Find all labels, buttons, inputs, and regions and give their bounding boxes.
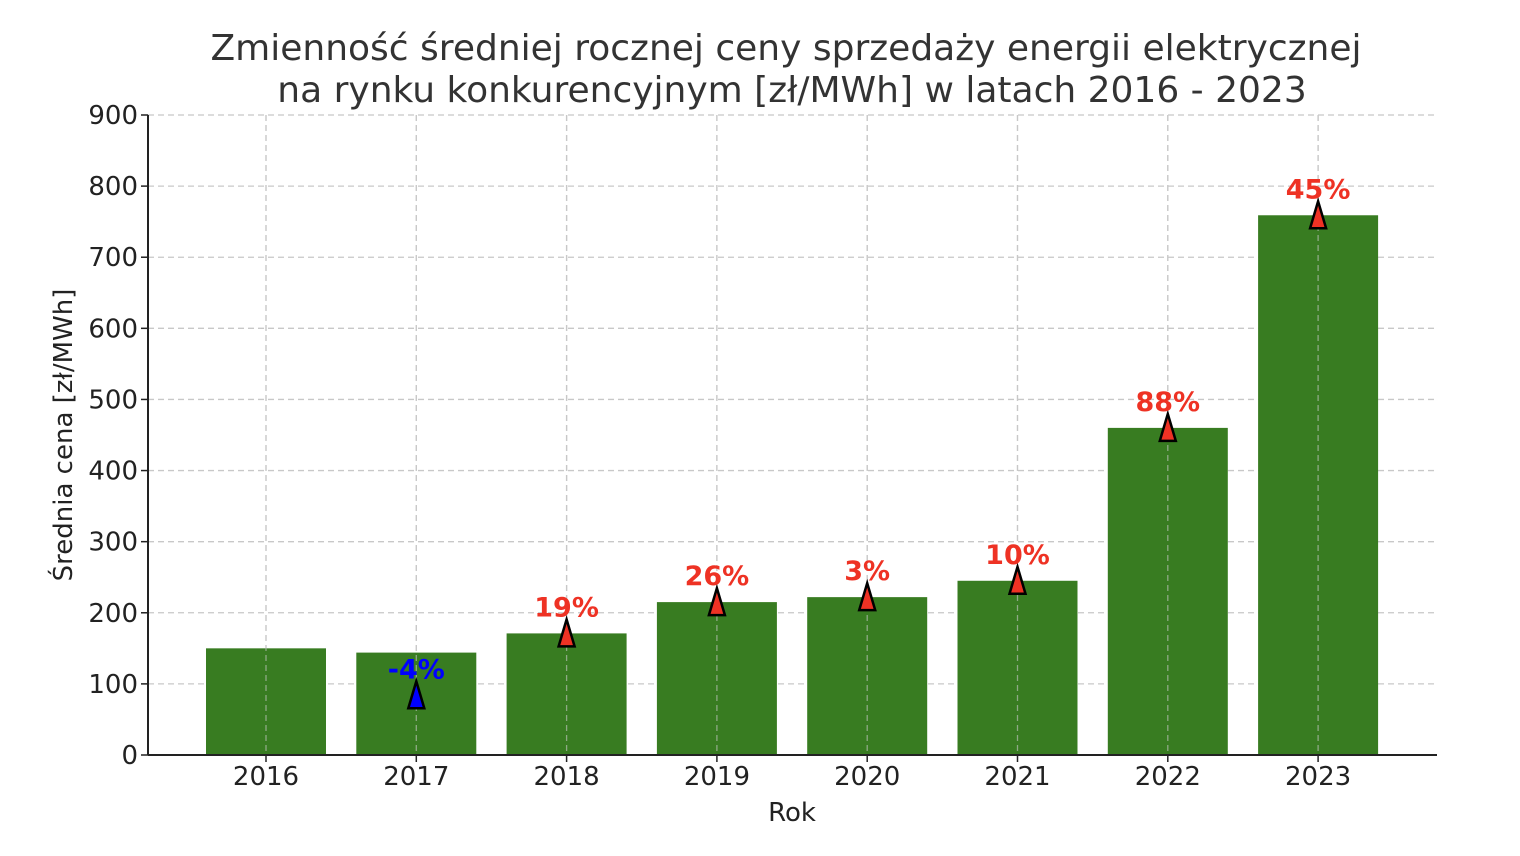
x-tick-label: 2016 [233,762,299,792]
change-label: 45% [1286,174,1351,205]
triangle-up-icon [707,583,727,617]
x-tick-label: 2017 [383,762,449,792]
chart-title-line-1: Zmienność średniej rocznej ceny sprzedaż… [211,28,1362,69]
change-label: 88% [1135,387,1200,418]
triangle-up-icon [1308,196,1328,230]
triangle-up-icon [1007,562,1028,596]
triangle-up-icon [406,676,426,710]
y-tick-label: 600 [88,314,138,344]
x-tick-label: 2018 [534,762,600,792]
x-tick-label: 2020 [834,762,900,792]
y-axis-label: Średnia cena [zł/MWh] [47,289,79,582]
change-label: 19% [534,592,599,623]
y-tick-label: 900 [88,101,138,131]
x-tick-label: 2021 [984,762,1050,792]
x-axis-label: Rok [768,798,816,828]
change-label: 10% [985,540,1050,571]
triangle-up-icon [857,578,877,612]
y-tick-label: 500 [88,385,138,415]
change-label: 3% [844,556,890,587]
change-label: -4% [388,654,445,685]
y-tick-label: 100 [88,670,138,700]
y-tick-label: 300 [88,528,138,558]
grid [148,114,1437,756]
change-label: 26% [685,561,750,592]
bars [206,115,1379,755]
y-tick-label: 200 [88,599,138,629]
x-tick-label: 2023 [1285,762,1351,792]
y-tick-label: 700 [88,243,138,273]
change-annotations: -4% 19% 26% 3% 10% 88% 45% [388,174,1351,710]
y-tick-label: 0 [121,741,138,771]
x-tick-label: 2022 [1135,762,1201,792]
chart-title-line-2: na rynku konkurencyjnym [zł/MWh] w latac… [277,70,1306,111]
axes: 0 100 200 300 400 500 600 700 800 900 2016 2017 2018… [88,101,1437,792]
x-tick-label: 2019 [684,762,750,792]
triangle-up-icon [556,614,577,648]
bar-2018 [506,633,627,755]
y-tick-label: 400 [88,457,138,487]
triangle-up-icon [1158,409,1178,443]
y-tick-label: 800 [88,172,138,202]
